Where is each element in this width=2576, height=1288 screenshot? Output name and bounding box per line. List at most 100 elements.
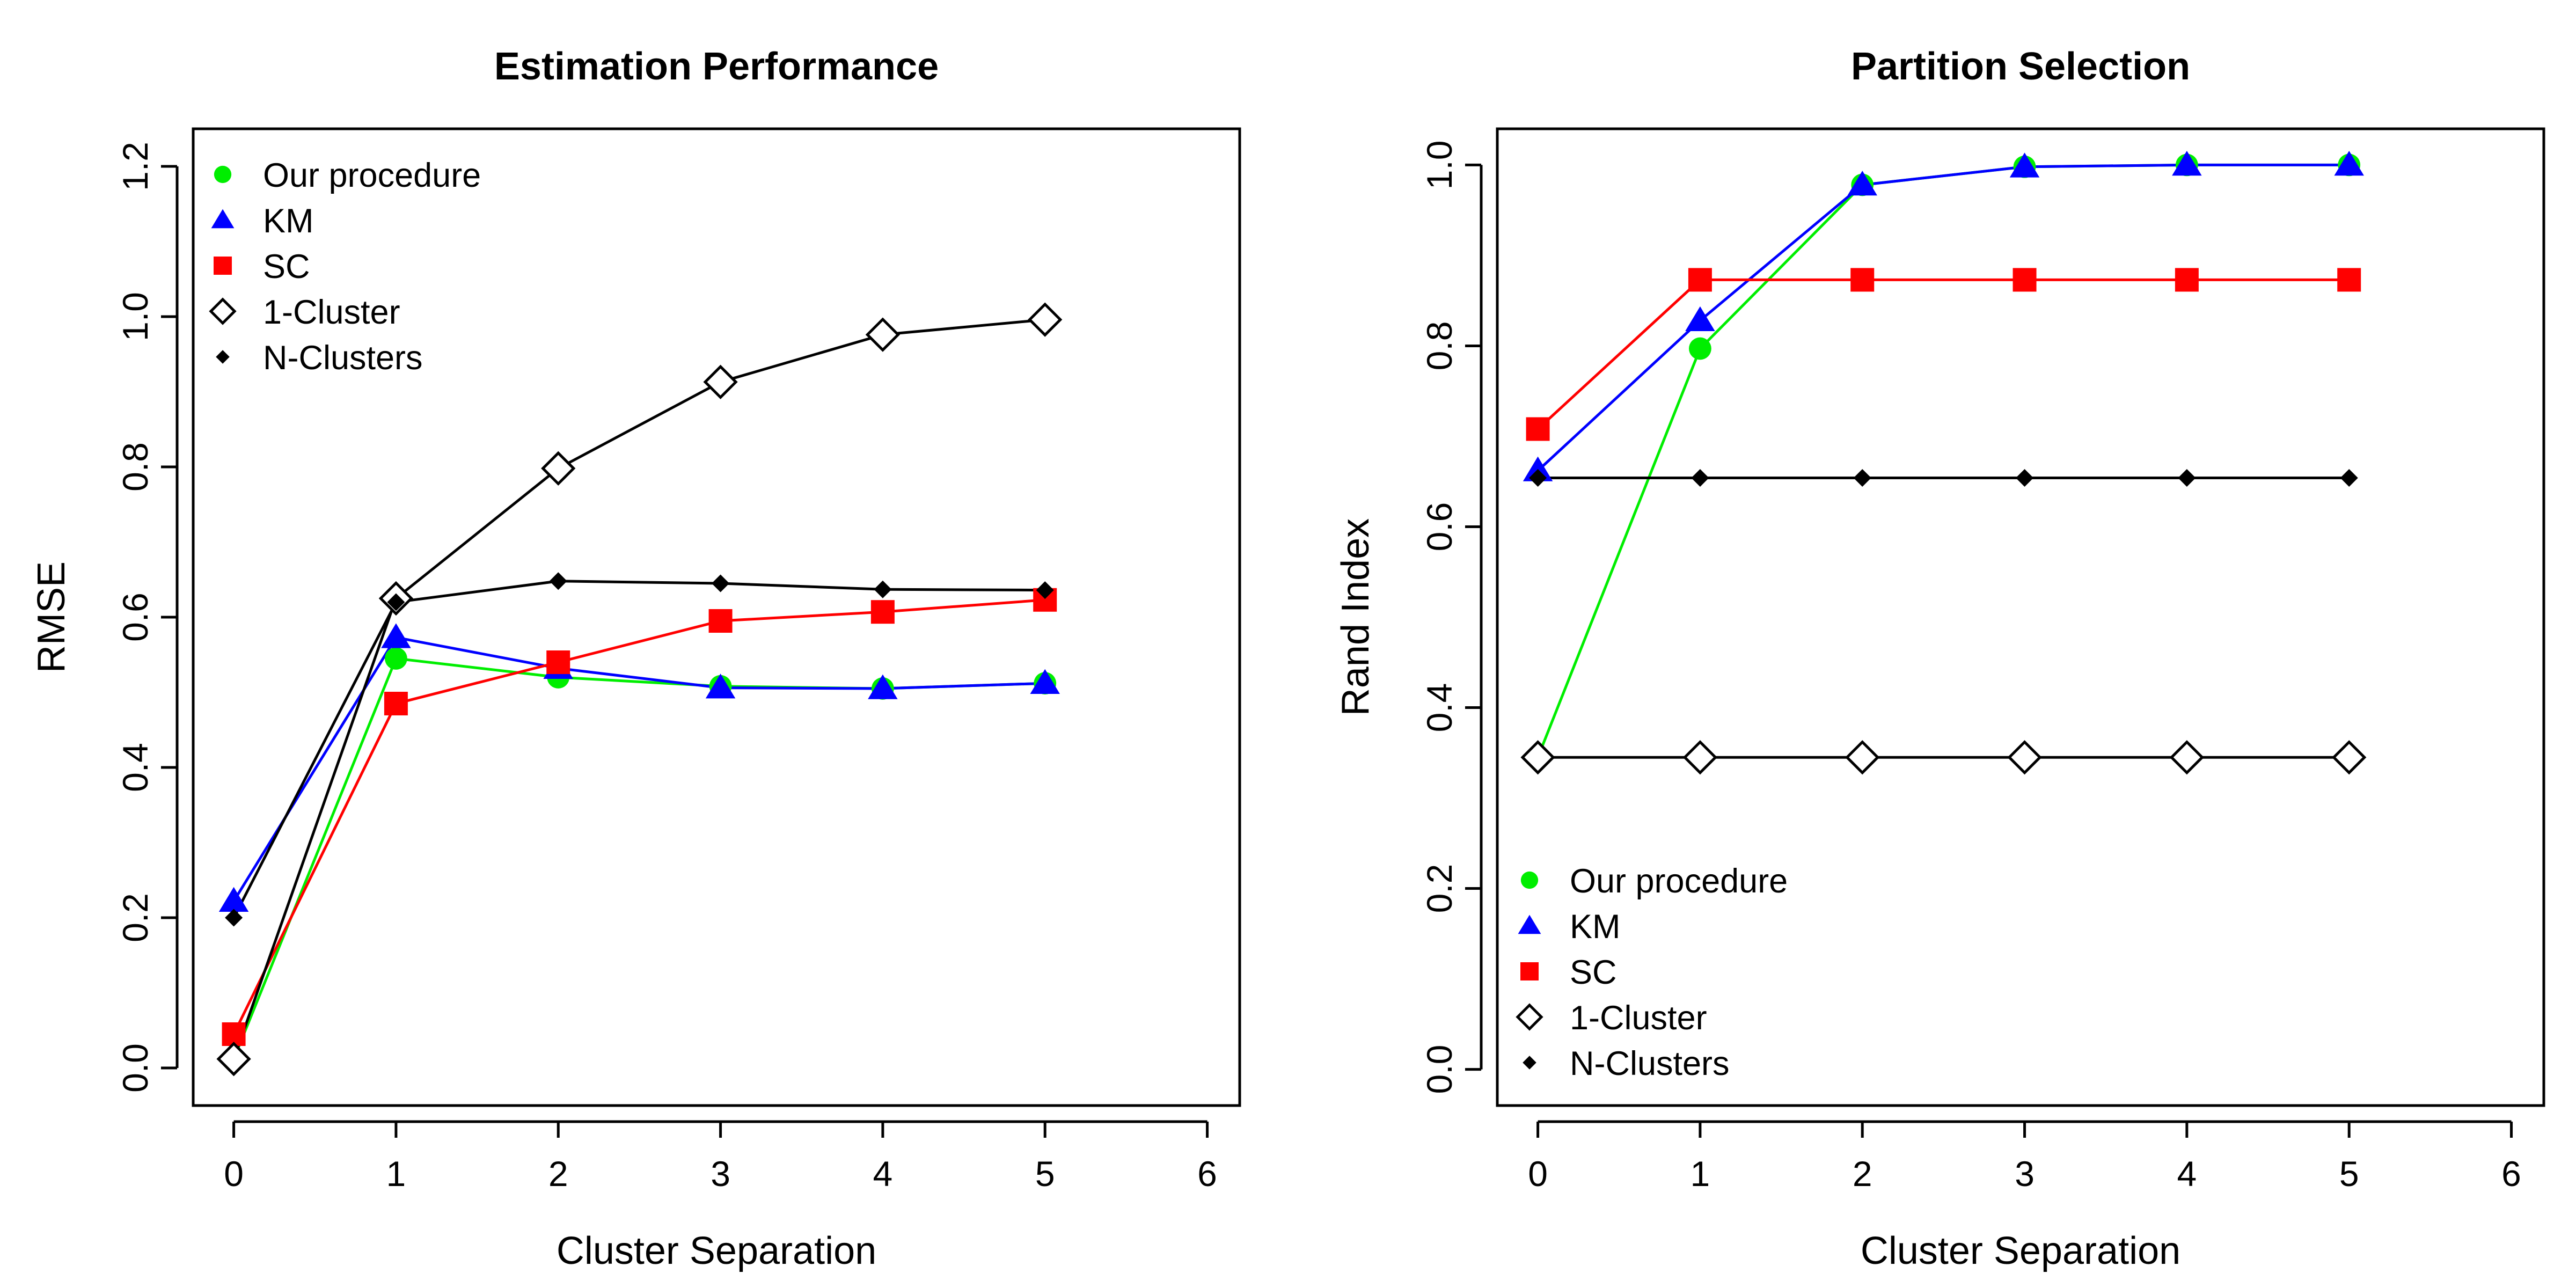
legend-marker	[211, 209, 235, 229]
data-point	[1526, 417, 1550, 441]
data-point	[1845, 740, 1880, 775]
x-axis-label: Cluster Separation	[1861, 1230, 2180, 1272]
data-point	[381, 623, 411, 648]
data-point	[1523, 456, 1553, 481]
legend-label: Our procedure	[1570, 862, 1788, 900]
chart-title: Partition Selection	[1851, 45, 2190, 88]
data-point	[2178, 469, 2196, 487]
series-line	[1536, 278, 2350, 430]
data-point	[1850, 268, 1875, 292]
x-tick-label: 5	[2339, 1154, 2359, 1194]
legend-label: N-Clusters	[263, 339, 423, 377]
data-point	[1030, 669, 1060, 694]
data-point	[2172, 151, 2202, 176]
data-point	[2334, 151, 2364, 176]
data-point	[218, 887, 249, 912]
legend-label: SC	[1570, 954, 1617, 991]
x-tick-label: 1	[386, 1154, 406, 1194]
y-tick-label: 0.6	[1419, 502, 1459, 552]
legend-label: 1-Cluster	[263, 294, 400, 331]
chart-title: Estimation Performance	[494, 45, 939, 88]
data-point	[2007, 740, 2042, 775]
data-point	[387, 593, 405, 611]
data-point	[541, 451, 576, 486]
legend-marker	[1520, 962, 1539, 980]
legend-marker	[214, 257, 232, 275]
x-tick-label: 5	[1035, 1154, 1055, 1194]
data-point	[384, 692, 408, 715]
data-point	[1520, 740, 1555, 775]
x-axis-label: Cluster Separation	[557, 1230, 876, 1272]
data-point	[868, 674, 898, 699]
data-point	[549, 572, 567, 590]
y-tick-label: 0.4	[1419, 683, 1459, 733]
series-line	[232, 318, 1045, 1060]
y-tick-label: 0.2	[1419, 864, 1459, 913]
data-point	[385, 647, 407, 670]
data-point	[2175, 268, 2199, 292]
legend-label: KM	[263, 202, 314, 240]
y-tick-label: 1.0	[1419, 141, 1459, 190]
data-point	[1853, 469, 1871, 487]
data-point	[2016, 469, 2034, 487]
x-tick-label: 6	[2501, 1154, 2521, 1194]
data-point	[2337, 268, 2361, 292]
partition-selection-panel: Partition Selection Cluster Separation R…	[1334, 45, 2545, 1272]
data-point	[216, 1042, 251, 1077]
legend-marker	[216, 350, 230, 364]
x-tick-label: 0	[224, 1154, 244, 1194]
x-tick-label: 2	[548, 1154, 568, 1194]
series-line	[1536, 163, 2350, 758]
data-point	[712, 574, 730, 592]
data-point	[703, 364, 738, 399]
legend-marker	[1523, 1056, 1536, 1070]
data-point	[225, 909, 243, 927]
x-tick-label: 1	[1690, 1154, 1710, 1194]
y-tick-label: 1.2	[115, 142, 155, 191]
data-point	[2169, 740, 2205, 775]
legend-label: KM	[1570, 908, 1621, 946]
y-tick-label: 0.8	[1419, 321, 1459, 371]
y-tick-label: 0.6	[115, 592, 155, 642]
data-point	[705, 674, 736, 699]
legend-label: 1-Cluster	[1570, 999, 1707, 1037]
x-tick-label: 4	[873, 1154, 893, 1194]
legend-label: N-Clusters	[1570, 1045, 1730, 1082]
y-tick-label: 1.0	[115, 292, 155, 341]
series-line	[1536, 163, 2350, 472]
data-point	[2009, 152, 2040, 178]
data-point	[874, 580, 892, 598]
series-line	[232, 580, 1045, 919]
legend-marker	[214, 165, 232, 184]
data-point	[2012, 268, 2037, 292]
legend-marker	[1520, 871, 1539, 889]
y-axis-label: Rand Index	[1334, 518, 1377, 716]
y-tick-label: 0.0	[115, 1043, 155, 1093]
data-point	[2340, 469, 2358, 487]
data-point	[1847, 171, 1877, 196]
data-point	[1691, 469, 1709, 487]
estimation-performance-panel: Estimation Performance Cluster Separatio…	[30, 45, 1241, 1272]
legend-marker	[1518, 914, 1541, 934]
x-tick-label: 0	[1528, 1154, 1548, 1194]
data-point	[1688, 268, 1712, 292]
legend-label: SC	[263, 248, 310, 286]
data-point	[546, 650, 570, 674]
y-axis-label: RMSE	[30, 561, 73, 673]
x-tick-label: 6	[1197, 1154, 1217, 1194]
series-line	[232, 598, 1045, 1035]
data-point	[865, 317, 901, 352]
y-tick-label: 0.8	[115, 442, 155, 492]
y-tick-label: 0.0	[1419, 1045, 1459, 1094]
legend-marker	[1516, 1003, 1543, 1031]
data-point	[1689, 337, 1711, 360]
series-line	[232, 657, 1045, 1060]
data-point	[1036, 581, 1054, 599]
x-tick-label: 3	[711, 1154, 730, 1194]
y-tick-label: 0.4	[115, 743, 155, 792]
data-point	[2332, 740, 2367, 775]
legend-label: Our procedure	[263, 157, 481, 194]
data-point	[708, 609, 733, 633]
data-point	[870, 600, 895, 624]
